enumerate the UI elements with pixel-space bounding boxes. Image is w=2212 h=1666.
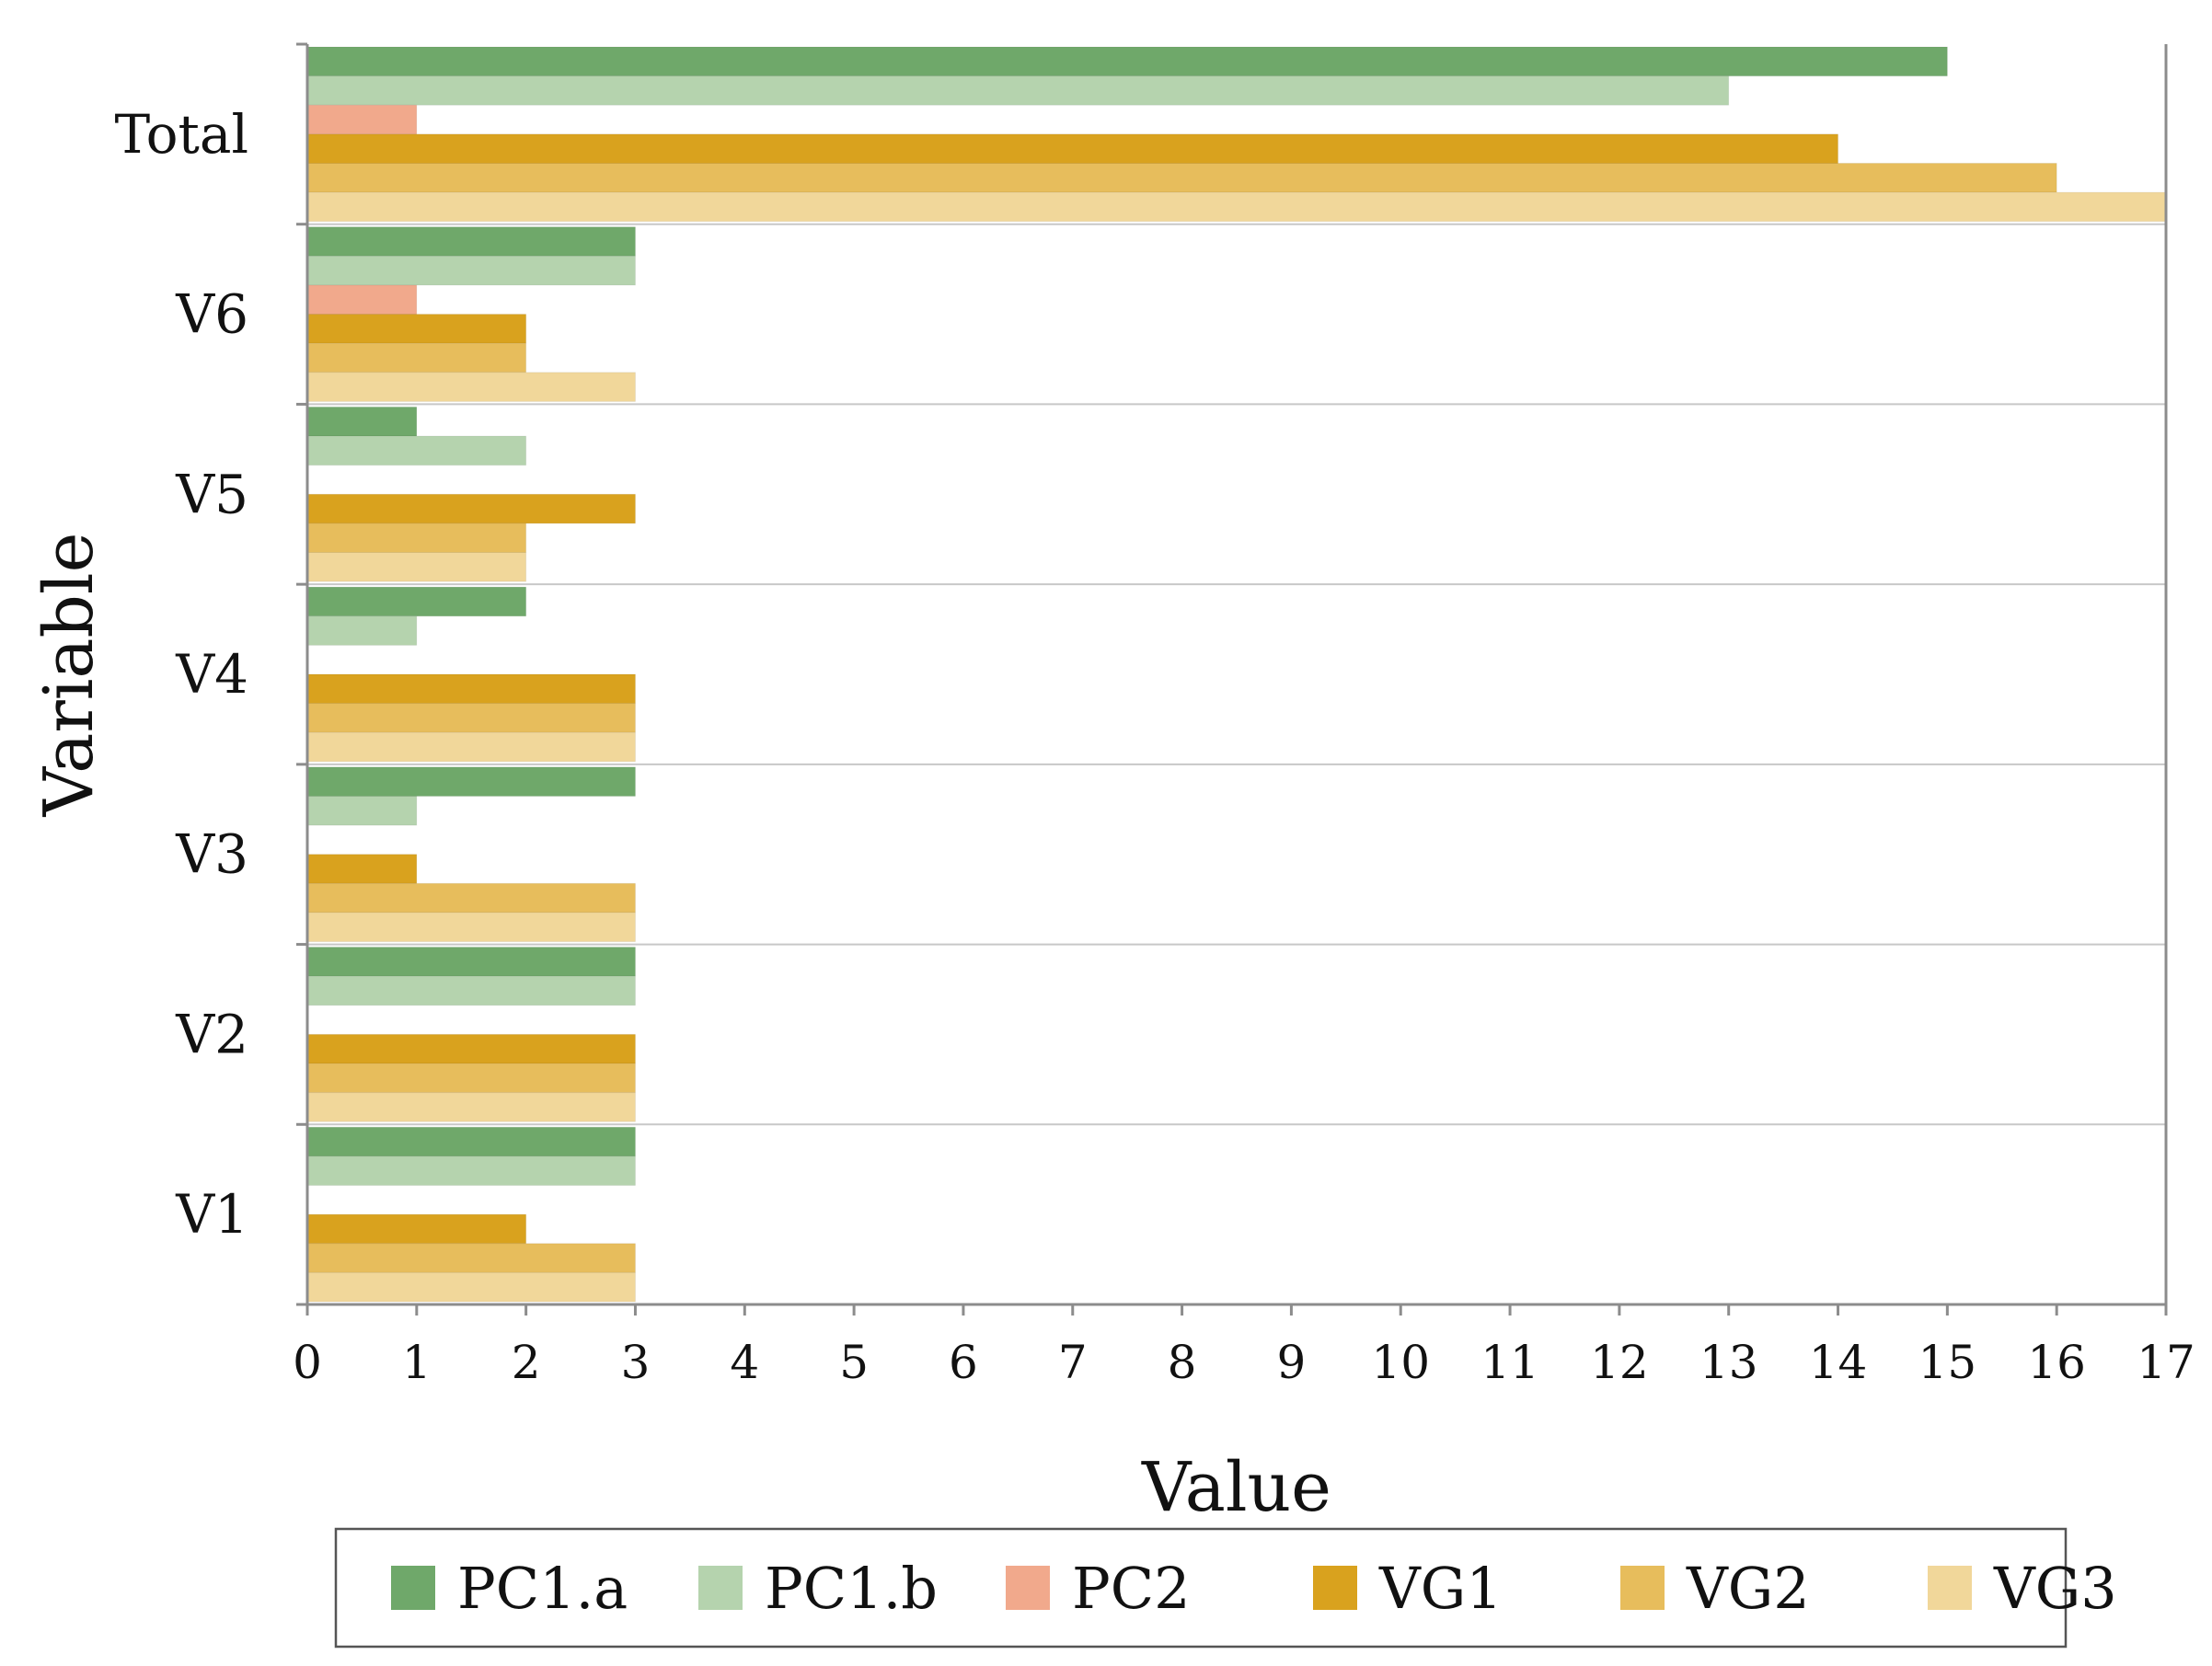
bar-pc1-b-v6 <box>306 255 636 286</box>
legend-swatch-pc1-a <box>391 1566 435 1610</box>
bar-pc2-total <box>306 104 418 135</box>
category-label: V3 <box>175 823 248 886</box>
bar-pc1-a-v1 <box>306 1126 636 1157</box>
x-tick-label: 16 <box>2027 1336 2086 1389</box>
x-tick-label: 14 <box>1809 1336 1868 1389</box>
bar-vg3-v2 <box>306 1092 636 1122</box>
x-tick-label: 15 <box>1918 1336 1977 1389</box>
bar-vg1-v4 <box>306 673 636 705</box>
bar-vg2-v4 <box>306 703 636 733</box>
x-tick-label: 5 <box>839 1336 869 1389</box>
x-tick-label: 1 <box>402 1336 432 1389</box>
bar-vg3-v6 <box>306 372 636 402</box>
bar-vg2-v3 <box>306 882 636 913</box>
bar-vg3-total <box>306 191 2167 223</box>
legend-label-vg1: VG1 <box>1378 1555 1503 1622</box>
bar-vg3-v5 <box>306 552 527 582</box>
x-tick-label: 11 <box>1480 1336 1539 1389</box>
bar-vg1-v1 <box>306 1213 527 1245</box>
bar-pc1-b-total <box>306 75 1730 106</box>
bar-pc1-a-v3 <box>306 766 636 797</box>
bar-pc1-a-v2 <box>306 947 636 977</box>
legend-box <box>334 1527 2068 1649</box>
x-tick-label: 13 <box>1699 1336 1758 1389</box>
x-tick-label: 4 <box>730 1336 759 1389</box>
bar-pc1-a-v4 <box>306 586 527 617</box>
category-label: V5 <box>175 463 248 525</box>
x-tick-label: 2 <box>512 1336 541 1389</box>
legend-swatch-pc2 <box>1006 1566 1050 1610</box>
x-tick-label: 6 <box>949 1336 978 1389</box>
bar-vg2-v1 <box>306 1243 636 1273</box>
bar-pc1-a-v6 <box>306 226 636 257</box>
x-tick-label: 10 <box>1371 1336 1430 1389</box>
x-tick-labels: 0 1 2 3 4 5 6 7 8 9 10 11 12 13 14 15 16 17 <box>293 1336 2195 1389</box>
bar-vg2-v5 <box>306 523 527 554</box>
bar-pc2-v6 <box>306 284 418 316</box>
bar-vg1-v6 <box>306 314 527 344</box>
y-tick-labels: Total V6 V5 V4 V3 V2 V1 <box>114 103 248 1246</box>
legend-swatch-vg2 <box>1620 1566 1665 1610</box>
category-label: V1 <box>175 1183 248 1246</box>
x-axis-title: Value <box>1141 1448 1331 1527</box>
bar-pc1-b-v3 <box>306 795 418 826</box>
bar-vg1-v3 <box>306 854 418 884</box>
legend-label-pc1-b: PC1.b <box>765 1555 938 1622</box>
legend-swatch-vg3 <box>1928 1566 1972 1610</box>
category-label: V4 <box>175 643 248 706</box>
legend-label-pc2: PC2 <box>1072 1555 1191 1622</box>
bar-vg3-v4 <box>306 731 636 763</box>
category-label: V6 <box>175 283 248 346</box>
bar-pc1-a-total <box>306 46 1948 77</box>
bar-vg2-total <box>306 162 2057 193</box>
x-tick-label: 3 <box>621 1336 651 1389</box>
legend-label-pc1-a: PC1.a <box>457 1555 628 1622</box>
x-tick-label: 7 <box>1058 1336 1088 1389</box>
x-tick-label: 0 <box>293 1336 322 1389</box>
bar-pc1-b-v4 <box>306 615 418 646</box>
axes <box>296 42 2168 1316</box>
x-tick-label: 8 <box>1168 1336 1197 1389</box>
bar-pc1-a-v5 <box>306 406 418 437</box>
legend-label-vg2: VG2 <box>1686 1555 1810 1622</box>
bar-pc1-b-v5 <box>306 435 527 466</box>
bar-vg2-v2 <box>306 1063 636 1094</box>
category-label: V2 <box>175 1003 248 1065</box>
category-label: Total <box>114 103 248 166</box>
bars <box>306 46 2167 1303</box>
bar-vg1-v2 <box>306 1033 636 1064</box>
legend-swatch-vg1 <box>1313 1566 1357 1610</box>
grid-lines <box>307 223 2166 1126</box>
bar-vg1-v5 <box>306 493 636 524</box>
legend-label-vg3: VG3 <box>1993 1555 2117 1622</box>
legend-swatch-pc1-b <box>698 1566 743 1610</box>
legend: PC1.a PC1.b PC2 VG1 VG2 VG3 <box>334 1527 2117 1649</box>
bar-pc1-b-v2 <box>306 975 636 1006</box>
bar-vg3-v3 <box>306 912 636 943</box>
bar-vg1-total <box>306 133 1839 164</box>
y-axis-title: Variable <box>29 533 109 818</box>
x-tick-label: 9 <box>1277 1336 1307 1389</box>
x-tick-label: 17 <box>2137 1336 2195 1389</box>
bar-pc1-b-v1 <box>306 1155 636 1187</box>
x-tick-label: 12 <box>1590 1336 1649 1389</box>
bar-vg2-v6 <box>306 342 527 373</box>
bar-vg3-v1 <box>306 1271 636 1303</box>
